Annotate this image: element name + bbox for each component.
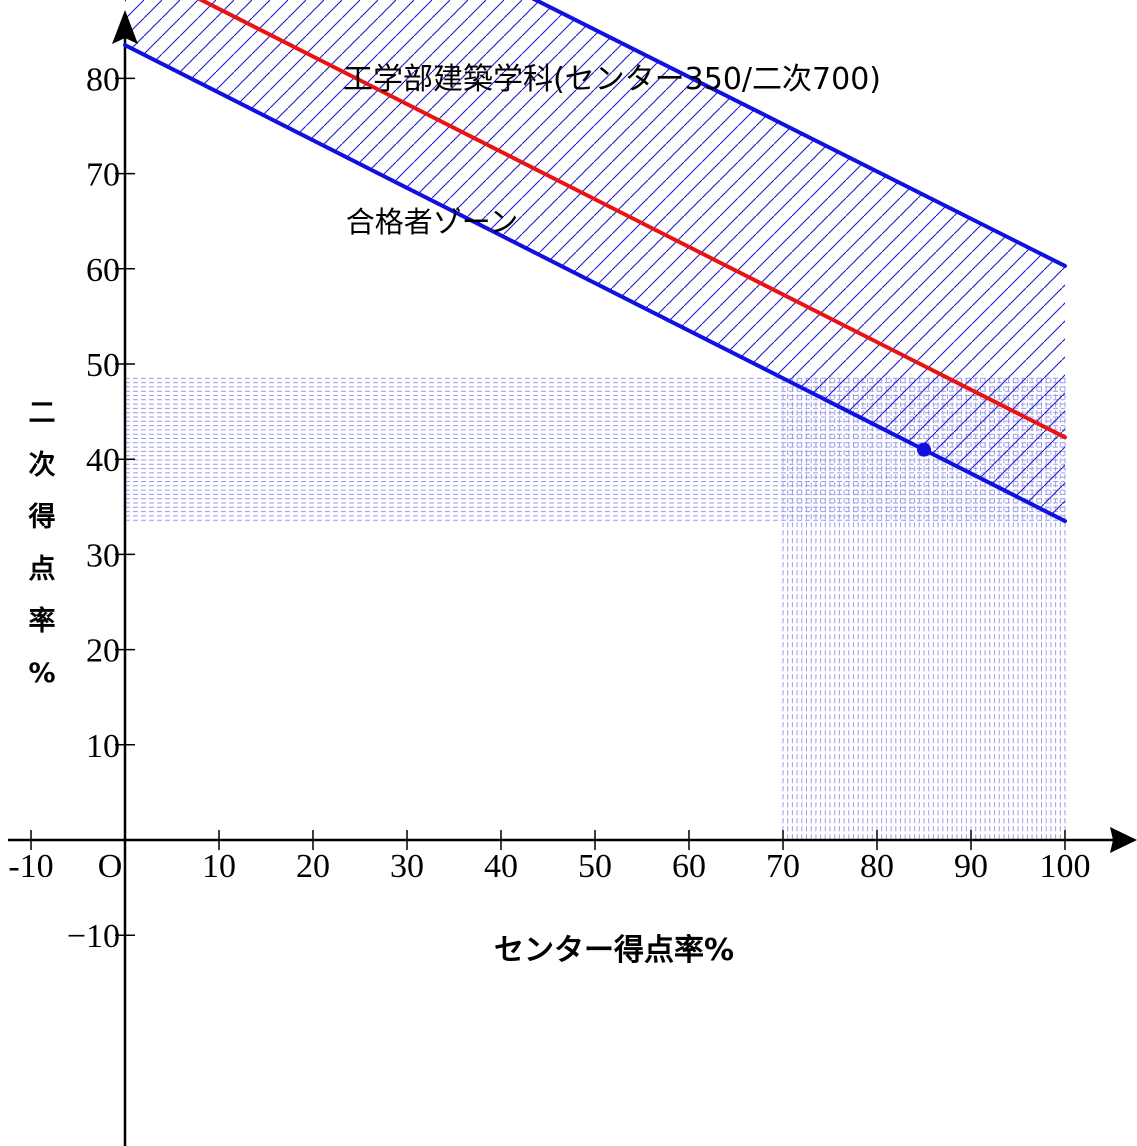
y-tick-label: 70 <box>86 157 120 194</box>
y-tick-label: 50 <box>86 347 120 384</box>
axes <box>8 10 1137 1146</box>
y-tick-label: 60 <box>86 252 120 289</box>
y-axis-label-char: 次 <box>29 450 56 481</box>
x-tick-label: 100 <box>1040 848 1091 885</box>
y-tick-label: −10 <box>67 918 120 955</box>
x-tick-label: 30 <box>390 848 424 885</box>
x-tick-label: 50 <box>578 848 612 885</box>
chart-title: 工学部建築学科(センター350/二次700) <box>343 62 881 97</box>
y-axis-arrow-icon <box>112 10 138 44</box>
y-tick-label: 20 <box>86 633 120 670</box>
y-axis-label-char: 率 <box>29 605 56 637</box>
y-tick-label: 10 <box>86 728 120 765</box>
lower-line <box>123 43 1067 524</box>
y-tick-label: 30 <box>86 537 120 574</box>
x-tick-label: -10 <box>8 848 53 885</box>
x-tick-label: 40 <box>484 848 518 885</box>
y-tick-label: 90 <box>86 0 120 3</box>
series-lines <box>123 0 1067 524</box>
y-axis-label-char: 点 <box>29 554 56 585</box>
y-axis-label-char: % <box>28 658 55 689</box>
x-tick-label: 20 <box>296 848 330 885</box>
middle-line <box>196 0 1067 440</box>
x-axis-arrow-icon <box>1110 827 1137 853</box>
axis-ticks: -10 10 20 30 40 50 60 70 80 90 100 −10 10 20 30 40 50 60 7… <box>8 0 1090 955</box>
upper-line <box>531 0 1067 268</box>
x-tick-label: 60 <box>672 848 706 885</box>
y-tick-label: 40 <box>86 442 120 479</box>
data-point <box>917 442 931 457</box>
acceptance-zone <box>125 0 1065 522</box>
x-tick-label: 70 <box>766 848 800 885</box>
y-axis-label-char: 二 <box>29 398 56 429</box>
origin-label: O <box>98 848 123 885</box>
zone-label: 合格者ゾーン <box>346 205 519 239</box>
y-axis-label-char: 得 <box>28 502 56 533</box>
x-tick-label: 10 <box>202 848 236 885</box>
x-axis-label: センター得点率% <box>494 933 734 968</box>
x-tick-label: 80 <box>860 848 894 885</box>
x-tick-label: 90 <box>954 848 988 885</box>
y-tick-label: 80 <box>86 61 120 98</box>
